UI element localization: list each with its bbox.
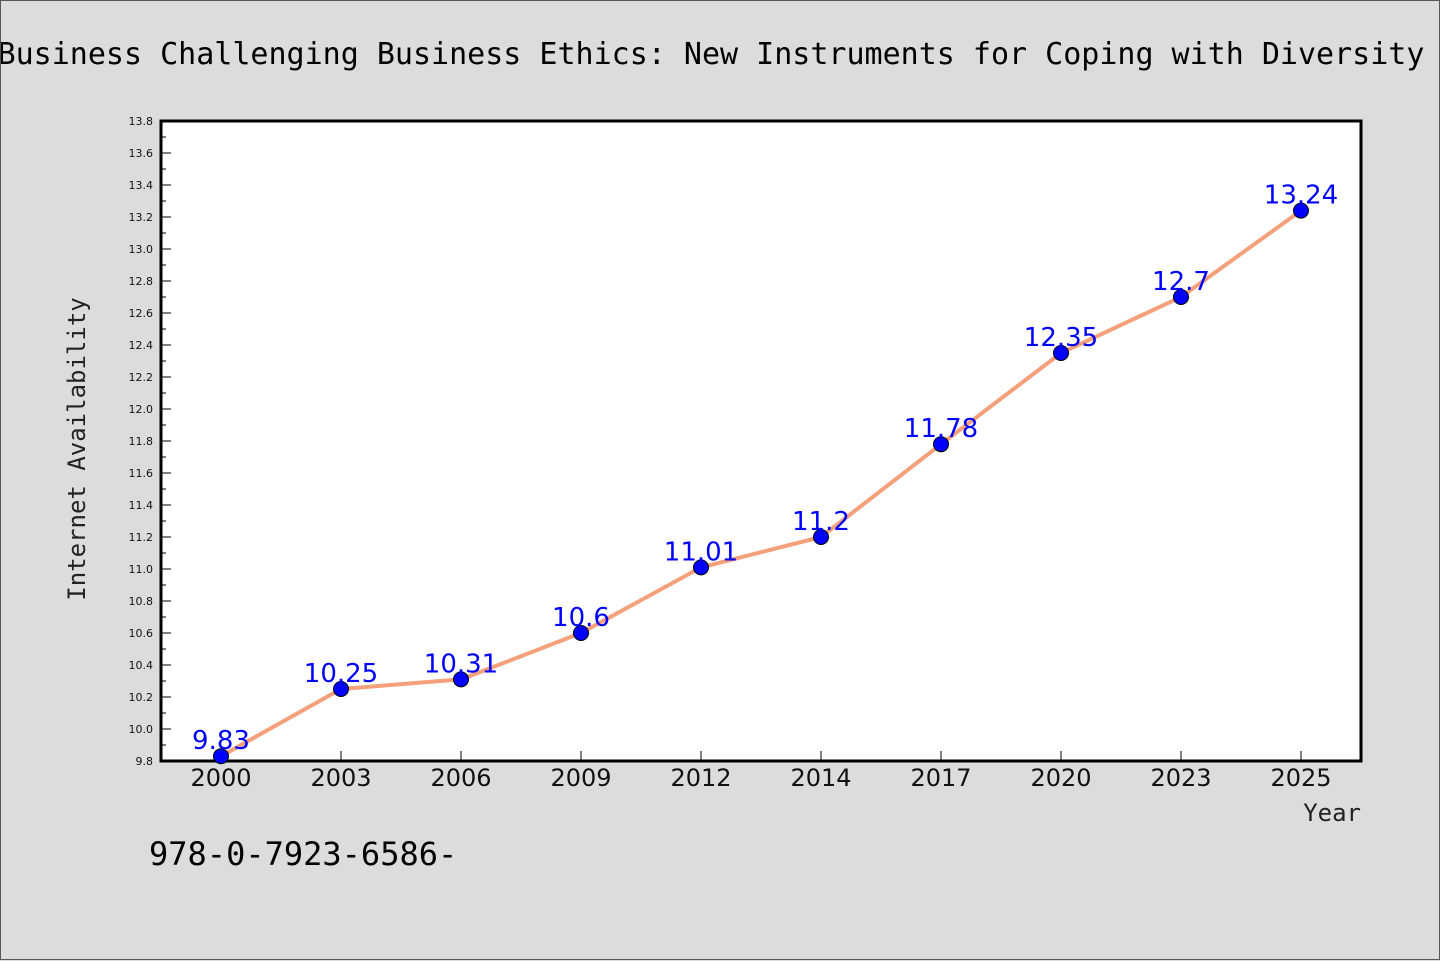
data-label: 13.24 <box>1264 181 1338 211</box>
data-label: 12.35 <box>1024 323 1098 353</box>
data-label: 10.31 <box>424 649 498 679</box>
y-tick-label: 10.0 <box>129 723 154 736</box>
data-point <box>813 529 829 545</box>
x-tick-label: 2025 <box>1270 764 1331 792</box>
y-tick-label: 12.2 <box>129 371 154 384</box>
x-tick-label: 2006 <box>430 764 491 792</box>
plot-area <box>159 119 1363 763</box>
data-label: 11.01 <box>664 537 738 567</box>
y-tick-label: 11.4 <box>129 499 154 512</box>
x-axis-ticks: 2000 2003 2006 2009 2012 2014 2017 2020 2023 2025 <box>190 751 1332 792</box>
series-marker-layer <box>213 202 1309 765</box>
data-point <box>333 681 349 697</box>
data-point <box>1053 345 1069 361</box>
x-tick-label: 2023 <box>1150 764 1211 792</box>
data-point <box>573 625 589 641</box>
data-point <box>933 436 949 453</box>
y-tick-label: 13.4 <box>129 179 154 192</box>
x-axis-label: Year <box>1303 799 1361 827</box>
y-tick-label: 13.2 <box>129 211 154 224</box>
y-tick-label: 13.6 <box>129 147 154 160</box>
y-tick-label: 10.6 <box>129 627 154 640</box>
data-label: 11.2 <box>792 507 850 537</box>
y-axis-label: Internet Availability <box>63 297 91 600</box>
x-tick-label: 2014 <box>790 764 851 792</box>
data-point <box>693 559 709 576</box>
y-tick-label: 12.0 <box>129 403 154 416</box>
y-tick-label: 9.8 <box>136 755 154 768</box>
y-tick-label: 12.4 <box>129 339 154 352</box>
data-point <box>453 671 469 688</box>
data-label: 12.7 <box>1152 267 1210 297</box>
x-tick-label: 2020 <box>1030 764 1091 792</box>
data-label: 9.83 <box>192 726 250 756</box>
data-point <box>1293 202 1309 219</box>
chart-title: Business Challenging Business Ethics: Ne… <box>1 37 1424 72</box>
y-tick-label: 10.4 <box>129 659 154 672</box>
y-tick-label: 10.2 <box>129 691 154 704</box>
y-tick-label: 12.6 <box>129 307 154 320</box>
x-tick-label: 2003 <box>310 764 371 792</box>
footer-isbn: 978-0-7923-6586- <box>149 835 457 873</box>
y-axis-ticks: 9.8 10.0 10.2 10.4 10.6 10.8 11.0 11.2 11.4 11.6 1… <box>129 115 171 768</box>
data-label: 10.6 <box>552 603 610 633</box>
y-tick-label: 13.8 <box>129 115 154 128</box>
x-tick-label: 2000 <box>190 764 251 792</box>
x-tick-label: 2009 <box>550 764 611 792</box>
y-tick-label: 11.8 <box>129 435 154 448</box>
data-label: 10.25 <box>304 659 378 689</box>
x-tick-label: 2017 <box>910 764 971 792</box>
x-tick-label: 2012 <box>670 764 731 792</box>
data-point <box>213 748 229 765</box>
series-line-layer <box>220 208 1303 758</box>
data-label: 11.78 <box>904 414 978 444</box>
y-tick-label: 11.2 <box>129 531 154 544</box>
data-point <box>1173 289 1189 305</box>
data-label-layer: 9.83 10.25 10.31 10.6 11.01 11.2 11.78 12.35 12.… <box>192 181 1338 757</box>
y-tick-label: 13.0 <box>129 243 154 256</box>
y-tick-label: 12.8 <box>129 275 154 288</box>
y-tick-label: 11.0 <box>129 563 154 576</box>
series-line <box>220 208 1303 758</box>
y-tick-label: 10.8 <box>129 595 154 608</box>
y-tick-label: 11.6 <box>129 467 154 480</box>
